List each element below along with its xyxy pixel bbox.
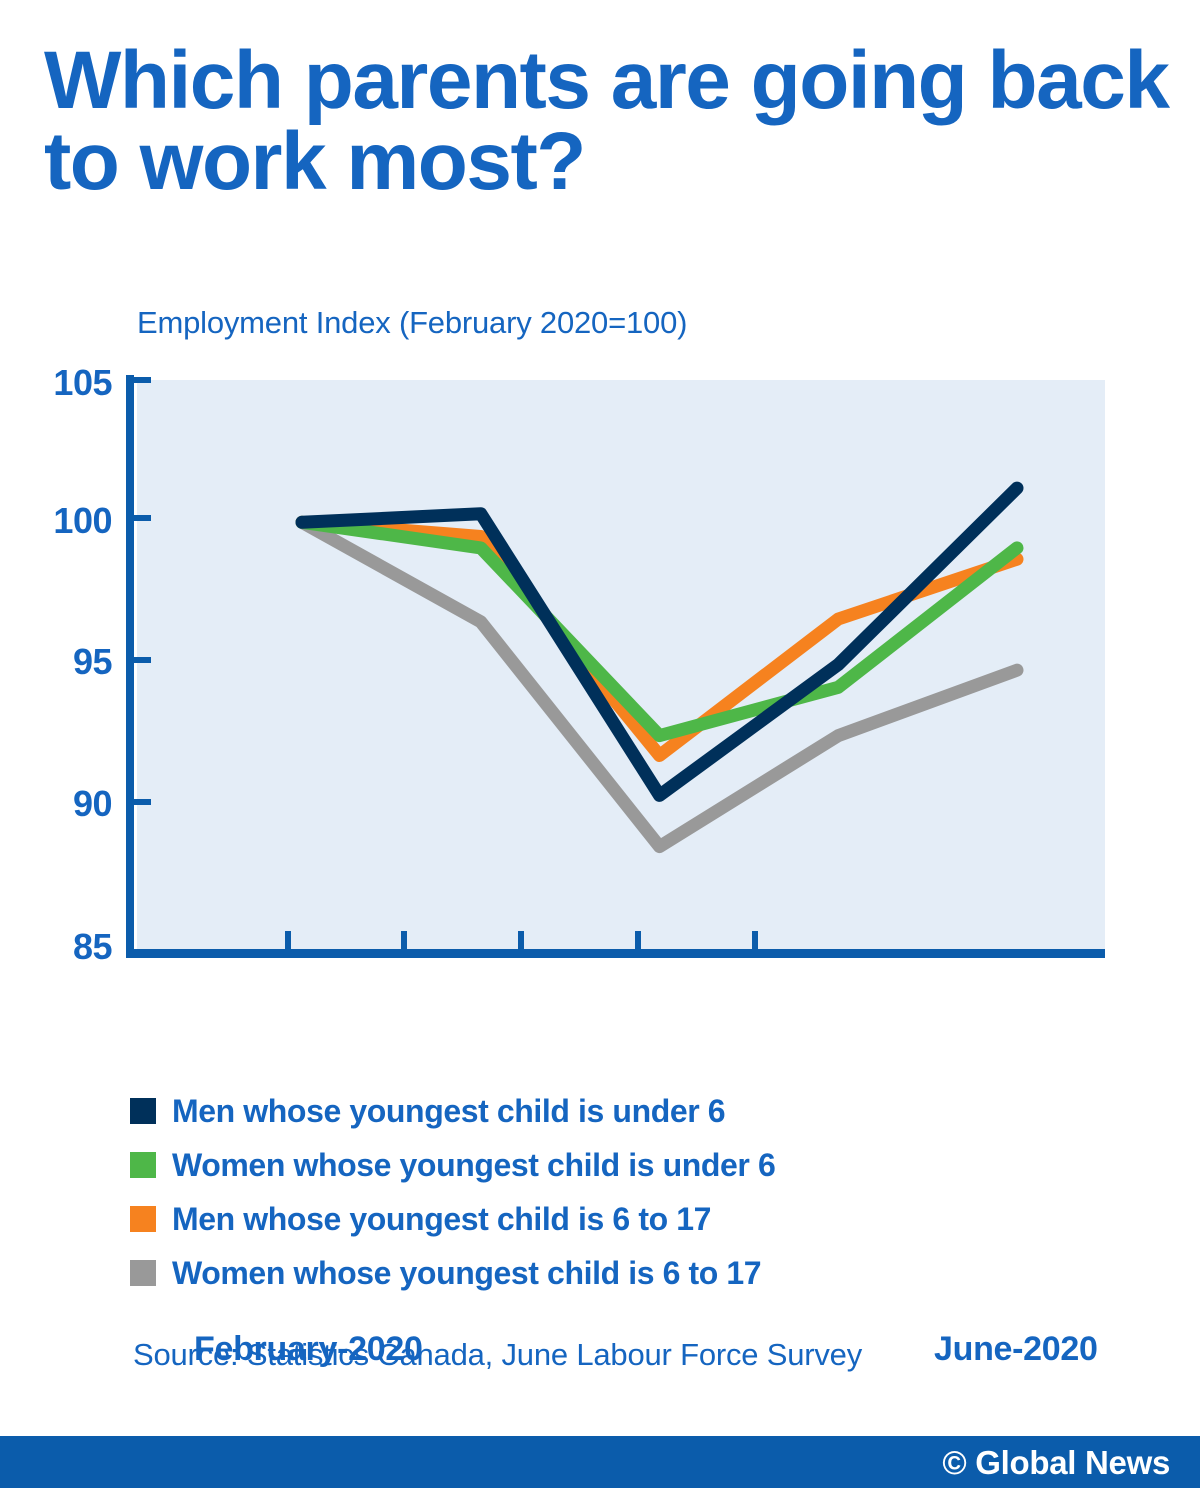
x-axis-tick-5 [752, 931, 758, 950]
series-line-women-under-6 [295, 515, 1024, 743]
y-axis-tick-100 [134, 515, 151, 521]
legend-label: Women whose youngest child is under 6 [172, 1146, 776, 1183]
legend-label: Men whose youngest child is under 6 [172, 1092, 726, 1129]
page-title: Which parents are going back to work mos… [44, 35, 1170, 208]
y-tick-label-100: 100 [53, 500, 112, 541]
x-axis-line [126, 949, 1105, 958]
y-axis-tick-105 [134, 377, 151, 383]
x-axis-tick-4 [635, 931, 641, 950]
x-axis-tick-3 [518, 931, 524, 950]
legend-label: Men whose youngest child is 6 to 17 [172, 1200, 712, 1237]
plot-background [137, 380, 1105, 950]
series-lines [295, 481, 1024, 854]
legend-label: Women whose youngest child is 6 to 17 [172, 1254, 762, 1291]
y-axis-tick-90 [134, 799, 151, 805]
chart-subtitle: Employment Index (February 2020=100) [137, 305, 688, 340]
legend-swatch-icon [130, 1260, 156, 1286]
source-note: Source: Statistics Canada, June Labour F… [133, 1337, 863, 1372]
y-tick-label-85: 85 [72, 926, 113, 967]
x-axis-label-start: February-2020 [194, 1330, 423, 1368]
legend-swatch-icon [130, 1152, 156, 1178]
series-line-women-6-to-17 [295, 515, 1024, 854]
legend-item-women-6-to-17: Women whose youngest child is 6 to 17 [130, 1250, 1030, 1296]
line-chart-svg [126, 375, 1105, 958]
y-axis-line [126, 375, 134, 957]
x-axis-label-end: June-2020 [934, 1330, 1098, 1368]
footer-credit: © Global News [942, 1444, 1170, 1481]
legend-swatch-icon [130, 1098, 156, 1124]
legend-swatch-icon [130, 1206, 156, 1232]
y-tick-label-90: 90 [72, 783, 113, 824]
x-axis-tick-1 [285, 931, 291, 950]
legend-item-women-under-6: Women whose youngest child is under 6 [130, 1142, 1030, 1188]
legend-item-men-6-to-17: Men whose youngest child is 6 to 17 [130, 1196, 1030, 1242]
y-tick-label-105: 105 [53, 362, 112, 403]
y-axis-tick-95 [134, 657, 151, 663]
legend-item-men-under-6: Men whose youngest child is under 6 [130, 1088, 1030, 1134]
y-tick-label-95: 95 [72, 641, 113, 682]
series-line-men-under-6 [295, 481, 1024, 802]
footer-bar: © Global News [0, 1436, 1200, 1488]
chart-container: 105 100 95 90 85 February-2020 June-2020 [0, 360, 1200, 1368]
x-axis-tick-2 [401, 931, 407, 950]
chart-legend: Men whose youngest child is under 6 Wome… [130, 1088, 1030, 1304]
